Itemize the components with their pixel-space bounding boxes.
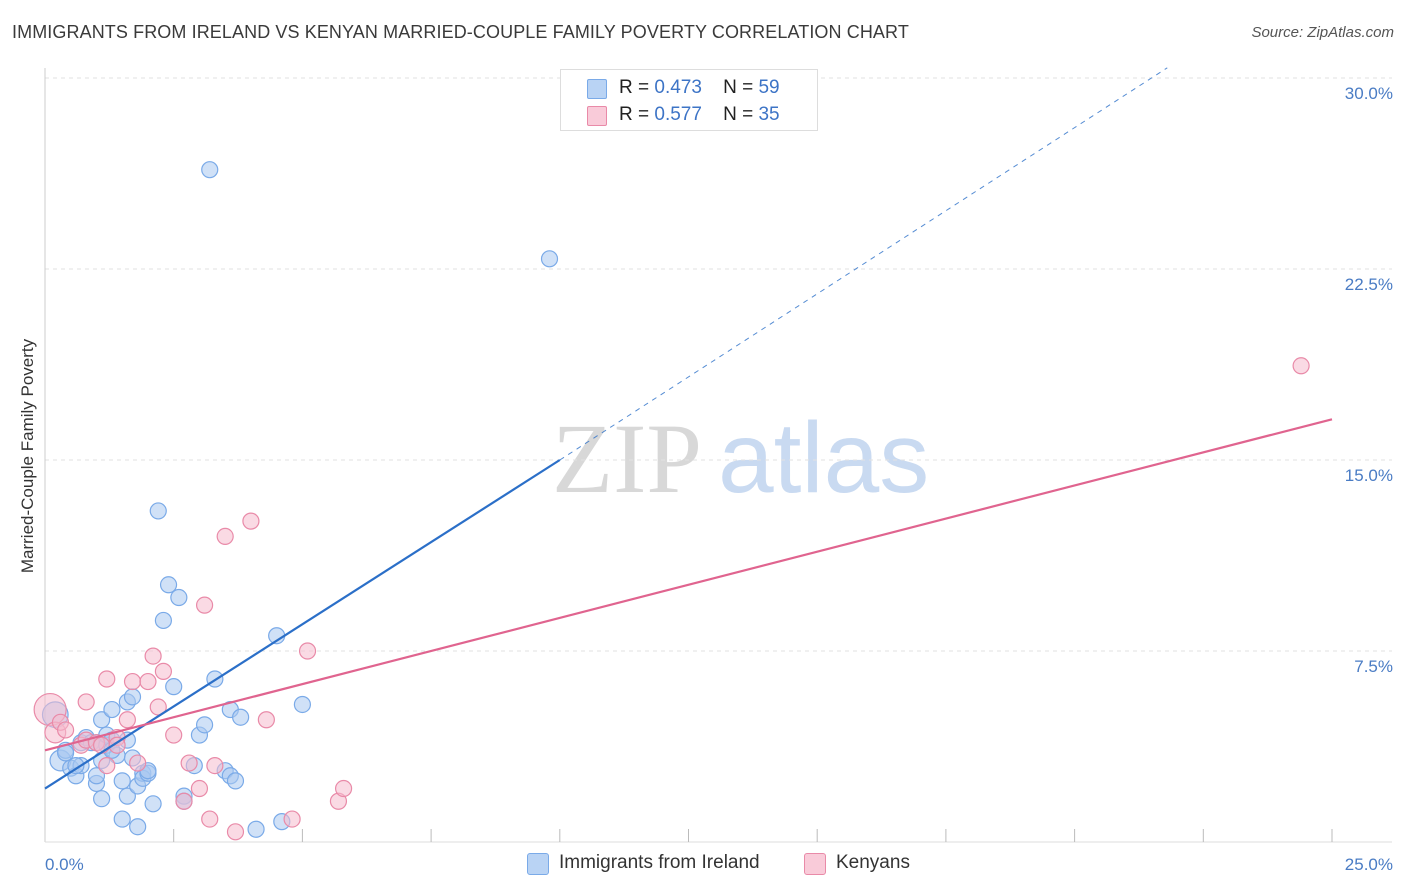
- data-point-ireland: [118, 787, 136, 805]
- data-point-ireland: [87, 767, 106, 785]
- data-point-kenyans: [175, 792, 193, 810]
- data-point-ireland: [93, 711, 111, 729]
- x-tick-label: 0.0%: [45, 855, 84, 874]
- data-point-kenyans: [154, 662, 173, 680]
- data-point-kenyans: [334, 779, 353, 798]
- data-point-kenyans: [1292, 357, 1310, 375]
- data-point-kenyans: [257, 711, 275, 729]
- data-point-ireland: [93, 790, 111, 808]
- data-point-ireland: [159, 576, 178, 594]
- x-tick-label: 25.0%: [1345, 855, 1393, 874]
- legend-text-ireland: R = 0.473 N = 59: [619, 77, 780, 99]
- r-value-ireland: 0.473: [654, 77, 702, 98]
- data-point-ireland: [103, 700, 121, 719]
- series-legend: Immigrants from Ireland Kenyans: [0, 852, 1406, 878]
- x-tick-labels: 0.0% 25.0%: [45, 855, 1393, 874]
- data-point-ireland: [195, 716, 214, 734]
- legend-swatch-pink: [587, 106, 607, 126]
- watermark-atlas: atlas: [718, 402, 929, 514]
- n-value-ireland: 59: [758, 77, 780, 98]
- data-point-ireland: [293, 695, 311, 714]
- data-point-kenyans: [77, 693, 95, 711]
- r-value-kenyans: 0.577: [654, 104, 702, 125]
- y-tick-label: 22.5%: [1345, 275, 1393, 294]
- watermark-zip: ZIP: [552, 403, 702, 514]
- data-point-ireland: [67, 756, 85, 775]
- trendline-ireland: [44, 459, 561, 790]
- data-point-kenyans: [123, 672, 142, 691]
- data-point-ireland: [232, 708, 250, 726]
- y-tick-label: 30.0%: [1345, 84, 1393, 103]
- data-point-kenyans: [118, 711, 136, 729]
- data-point-kenyans: [226, 823, 245, 841]
- data-point-ireland: [149, 502, 167, 520]
- y-axis-label: Married-Couple Family Poverty: [18, 338, 37, 574]
- data-point-ireland: [247, 820, 265, 838]
- n-label: N =: [723, 77, 754, 98]
- source-label: Source: ZipAtlas.com: [1251, 24, 1394, 41]
- watermark: ZIP atlas: [552, 402, 929, 514]
- legend-swatch-pink: [804, 853, 826, 875]
- data-point-kenyans: [195, 596, 214, 614]
- legend-label-kenyans: Kenyans: [836, 852, 910, 873]
- n-label: N =: [723, 104, 754, 125]
- legend-swatch-blue: [527, 853, 549, 875]
- data-point-ireland: [113, 772, 131, 790]
- r-label: R =: [619, 77, 650, 98]
- legend-text-kenyans: R = 0.577 N = 35: [619, 104, 780, 126]
- data-point-kenyans: [190, 779, 209, 798]
- data-point-kenyans: [93, 736, 111, 754]
- data-point-kenyans: [298, 642, 317, 660]
- data-point-ireland: [170, 588, 188, 607]
- data-point-kenyans: [180, 754, 198, 772]
- data-point-kenyans: [165, 726, 183, 744]
- data-point-kenyans: [283, 810, 301, 828]
- chart-title: IMMIGRANTS FROM IRELAND VS KENYAN MARRIE…: [12, 22, 909, 42]
- y-tick-labels: 7.5% 15.0% 22.5% 30.0%: [1345, 84, 1393, 676]
- data-point-kenyans: [129, 754, 147, 772]
- data-point-ireland: [165, 678, 183, 696]
- trendlines: [44, 67, 1333, 790]
- y-tick-label: 7.5%: [1354, 657, 1393, 676]
- data-point-ireland: [201, 161, 219, 179]
- data-point-kenyans: [242, 512, 260, 530]
- data-point-kenyans: [201, 810, 219, 828]
- r-label: R =: [619, 104, 650, 125]
- y-tick-label: 15.0%: [1345, 466, 1393, 485]
- data-point-ireland: [226, 772, 245, 790]
- data-point-ireland: [154, 611, 173, 630]
- n-value-kenyans: 35: [758, 104, 780, 125]
- data-point-kenyans: [216, 527, 234, 546]
- legend-label-ireland: Immigrants from Ireland: [559, 852, 760, 873]
- legend-swatch-blue: [587, 79, 607, 99]
- data-point-kenyans: [98, 756, 116, 775]
- data-point-kenyans: [98, 670, 116, 688]
- data-point-kenyans: [206, 756, 224, 775]
- correlation-legend: R = 0.473 N = 59 R = 0.577 N = 35: [560, 69, 818, 131]
- data-point-ireland: [129, 818, 147, 836]
- data-point-ireland: [540, 250, 559, 268]
- data-point-kenyans: [56, 721, 75, 739]
- trendline-kenyans: [44, 418, 1333, 752]
- data-point-kenyans: [144, 647, 162, 665]
- data-point-ireland: [123, 688, 142, 706]
- gridlines: [45, 77, 1392, 652]
- data-point-ireland: [144, 795, 162, 813]
- data-point-ireland: [113, 810, 131, 828]
- data-point-kenyans: [139, 672, 157, 691]
- trendline-ireland-extension: [559, 67, 1168, 461]
